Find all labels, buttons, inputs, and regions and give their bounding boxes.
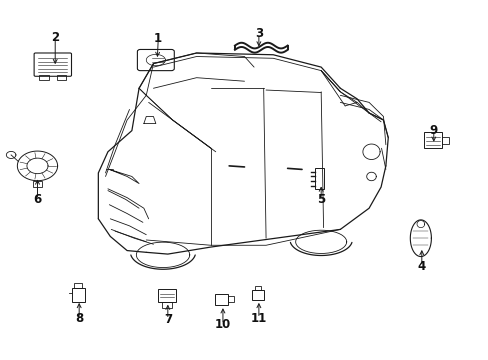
Text: 2: 2 [51, 31, 59, 44]
Bar [40, 75, 49, 80]
Text: 5: 5 [316, 193, 325, 206]
Bar [33, 181, 42, 187]
Text: 10: 10 [214, 318, 231, 331]
Bar [158, 289, 176, 302]
Bar [71, 288, 85, 302]
Bar [254, 286, 261, 290]
Text: 9: 9 [429, 124, 437, 137]
Bar [215, 294, 227, 305]
Bar [162, 302, 171, 308]
Bar [227, 296, 234, 302]
Bar [74, 283, 82, 288]
Bar [441, 136, 447, 144]
Text: 3: 3 [254, 27, 263, 40]
Text: 1: 1 [154, 32, 162, 45]
Text: 8: 8 [75, 312, 83, 325]
Text: 7: 7 [163, 313, 172, 326]
Text: 4: 4 [417, 260, 425, 273]
Bar [252, 290, 263, 300]
Bar [57, 75, 66, 80]
Text: 11: 11 [250, 312, 266, 325]
Text: 6: 6 [33, 193, 41, 206]
Bar [314, 168, 323, 189]
Bar [423, 132, 441, 148]
